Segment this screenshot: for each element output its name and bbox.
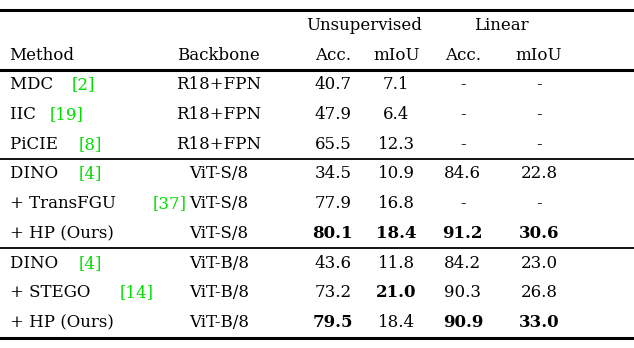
Text: 23.0: 23.0	[521, 255, 557, 272]
Text: + HP (Ours): + HP (Ours)	[10, 314, 113, 331]
Text: IIC: IIC	[10, 106, 41, 123]
Text: R18+FPN: R18+FPN	[176, 136, 261, 153]
Text: Acc.: Acc.	[315, 47, 351, 64]
Text: 47.9: 47.9	[314, 106, 351, 123]
Text: 22.8: 22.8	[521, 166, 557, 182]
Text: 6.4: 6.4	[383, 106, 410, 123]
Text: ViT-S/8: ViT-S/8	[189, 225, 249, 242]
Text: -: -	[536, 195, 541, 212]
Text: 90.3: 90.3	[444, 284, 481, 301]
Text: -: -	[536, 106, 541, 123]
Text: 34.5: 34.5	[314, 166, 351, 182]
Text: -: -	[460, 195, 465, 212]
Text: [4]: [4]	[79, 255, 101, 272]
Text: [37]: [37]	[153, 195, 187, 212]
Text: 26.8: 26.8	[521, 284, 557, 301]
Text: PiCIE: PiCIE	[10, 136, 63, 153]
Text: 91.2: 91.2	[443, 225, 483, 242]
Text: 12.3: 12.3	[378, 136, 415, 153]
Text: 79.5: 79.5	[313, 314, 353, 331]
Text: ViT-S/8: ViT-S/8	[189, 195, 249, 212]
Text: 10.9: 10.9	[378, 166, 415, 182]
Text: 7.1: 7.1	[383, 76, 410, 93]
Text: 30.6: 30.6	[519, 225, 559, 242]
Text: DINO: DINO	[10, 166, 63, 182]
Text: + HP (Ours): + HP (Ours)	[10, 225, 113, 242]
Text: + TransFGU: + TransFGU	[10, 195, 120, 212]
Text: [8]: [8]	[78, 136, 101, 153]
Text: 18.4: 18.4	[378, 314, 415, 331]
Text: [19]: [19]	[49, 106, 84, 123]
Text: 21.0: 21.0	[376, 284, 417, 301]
Text: 16.8: 16.8	[378, 195, 415, 212]
Text: MDC: MDC	[10, 76, 58, 93]
Text: 73.2: 73.2	[314, 284, 351, 301]
Text: 80.1: 80.1	[313, 225, 353, 242]
Text: 84.2: 84.2	[444, 255, 481, 272]
Text: [2]: [2]	[72, 76, 95, 93]
Text: ViT-B/8: ViT-B/8	[189, 314, 249, 331]
Text: 84.6: 84.6	[444, 166, 481, 182]
Text: 33.0: 33.0	[519, 314, 559, 331]
Text: + STEGO: + STEGO	[10, 284, 95, 301]
Text: R18+FPN: R18+FPN	[176, 76, 261, 93]
Text: ViT-B/8: ViT-B/8	[189, 255, 249, 272]
Text: 77.9: 77.9	[314, 195, 351, 212]
Text: 11.8: 11.8	[378, 255, 415, 272]
Text: 65.5: 65.5	[314, 136, 351, 153]
Text: Acc.: Acc.	[445, 47, 481, 64]
Text: mIoU: mIoU	[373, 47, 420, 64]
Text: -: -	[536, 136, 541, 153]
Text: DINO: DINO	[10, 255, 63, 272]
Text: Linear: Linear	[474, 17, 528, 34]
Text: -: -	[460, 136, 465, 153]
Text: Backbone: Backbone	[178, 47, 260, 64]
Text: [4]: [4]	[79, 166, 101, 182]
Text: R18+FPN: R18+FPN	[176, 106, 261, 123]
Text: Unsupervised: Unsupervised	[307, 17, 422, 34]
Text: ViT-S/8: ViT-S/8	[189, 166, 249, 182]
Text: 18.4: 18.4	[376, 225, 417, 242]
Text: mIoU: mIoU	[515, 47, 562, 64]
Text: -: -	[460, 76, 465, 93]
Text: -: -	[460, 106, 465, 123]
Text: 40.7: 40.7	[314, 76, 351, 93]
Text: ViT-B/8: ViT-B/8	[189, 284, 249, 301]
Text: 90.9: 90.9	[443, 314, 483, 331]
Text: [14]: [14]	[120, 284, 154, 301]
Text: 43.6: 43.6	[314, 255, 351, 272]
Text: Method: Method	[10, 47, 75, 64]
Text: -: -	[536, 76, 541, 93]
